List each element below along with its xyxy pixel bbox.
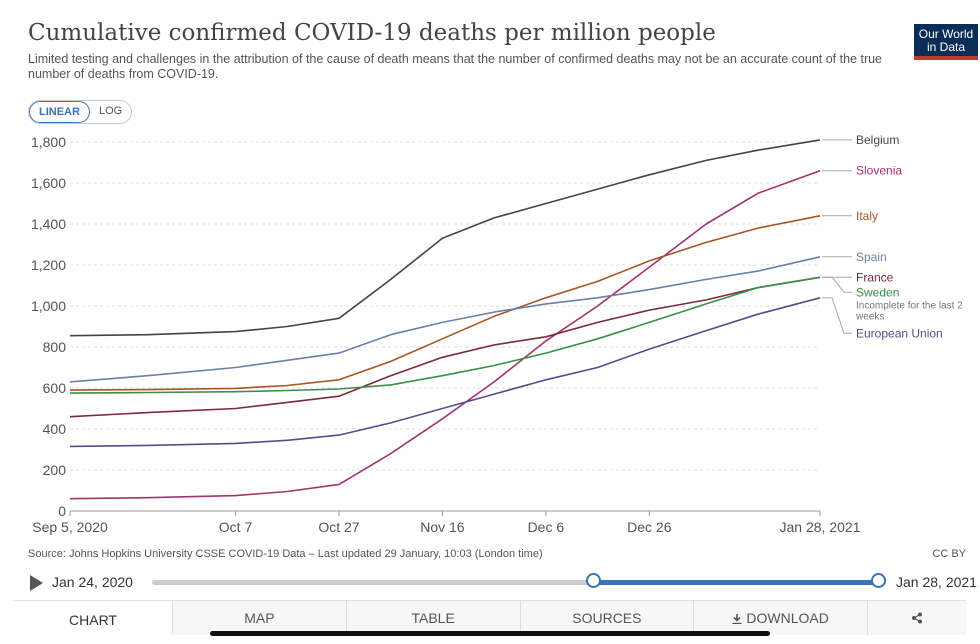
timeline-track[interactable]: [152, 580, 878, 585]
legend-connector: [822, 297, 852, 334]
tab-map[interactable]: MAP: [172, 601, 346, 635]
home-indicator: [210, 631, 770, 636]
series-line-european-union: [69, 297, 821, 448]
tab-sources[interactable]: SOURCES: [519, 601, 694, 635]
x-tick-label: Sep 5, 2020: [32, 519, 108, 535]
source-note: Source: Johns Hopkins University CSSE CO…: [28, 548, 543, 560]
chart-title: Cumulative confirmed COVID-19 deaths per…: [28, 20, 716, 46]
y-tick-label: 1,600: [31, 175, 66, 191]
legend-label: Belgium: [856, 133, 899, 147]
y-tick-label: 1,000: [31, 298, 66, 314]
y-tick-label: 1,400: [31, 216, 66, 232]
y-tick-label: 600: [43, 380, 67, 396]
series-line-slovenia: [69, 169, 821, 500]
timeline-slider: Jan 24, 2020 Jan 28, 2021: [0, 570, 980, 596]
tab-chart[interactable]: CHART: [14, 601, 172, 635]
y-tick-label: 400: [43, 421, 67, 437]
annotation-line: weeks: [855, 311, 884, 322]
play-icon[interactable]: [30, 575, 43, 591]
legend-label: European Union: [856, 326, 943, 340]
timeline-end-label: Jan 28, 2021: [896, 574, 977, 590]
x-tick-label: Oct 7: [219, 519, 253, 535]
series-lines: [69, 139, 821, 500]
y-tick-label: 800: [43, 339, 67, 355]
legend-label: Sweden: [856, 285, 899, 299]
y-tick-label: 200: [43, 462, 67, 478]
owid-logo[interactable]: Our World in Data: [914, 24, 978, 60]
legend-label: France: [856, 270, 894, 284]
series-line-spain: [69, 256, 821, 383]
timeline-selected-range[interactable]: [593, 580, 878, 585]
tab-bar: CHART MAP TABLE SOURCES DOWNLOAD: [14, 600, 966, 635]
logo-line-2: in Data: [926, 40, 966, 54]
series-line-belgium: [69, 139, 821, 337]
tab-download-label: DOWNLOAD: [746, 610, 829, 626]
download-icon: [732, 614, 742, 624]
series-line-italy: [69, 215, 821, 391]
legend-label: Spain: [856, 250, 887, 264]
series-line-france: [69, 276, 821, 418]
legend: Belgium Slovenia Italy Spain FranceSwedenInc…: [822, 133, 963, 340]
share-icon: [912, 612, 922, 624]
x-tick-label: Dec 26: [627, 519, 672, 535]
y-tick-label: 1,200: [31, 257, 66, 273]
linear-scale-button[interactable]: LINEAR: [29, 101, 90, 123]
x-tick-label: Dec 6: [528, 519, 565, 535]
legend-connector: [822, 276, 852, 293]
x-tick-label: Nov 16: [420, 519, 465, 535]
y-tick-label: 0: [58, 503, 66, 519]
logo-line-1: Our World: [918, 27, 974, 41]
timeline-start-handle[interactable]: [586, 573, 601, 588]
tab-download[interactable]: DOWNLOAD: [693, 601, 867, 635]
axes: 0 200 400 600 800 1,000 1,200 1,400 1,600 1,800 Se…: [31, 134, 861, 535]
tab-table[interactable]: TABLE: [345, 601, 520, 635]
license-link[interactable]: CC BY: [932, 548, 966, 560]
grid-lines: [70, 141, 820, 512]
timeline-end-handle[interactable]: [871, 573, 886, 588]
x-tick-label: Jan 28, 2021: [780, 519, 861, 535]
y-tick-label: 1,800: [31, 134, 66, 150]
tab-share[interactable]: [867, 601, 966, 635]
x-tick-label: Oct 27: [318, 519, 359, 535]
chart-subtitle: Limited testing and challenges in the at…: [28, 52, 883, 81]
scale-toggle: LINEAR LOG: [28, 100, 133, 124]
log-scale-button[interactable]: LOG: [98, 105, 123, 117]
line-chart: 0 200 400 600 800 1,000 1,200 1,400 1,600 1,800 Se…: [31, 133, 963, 535]
series-line-sweden: [69, 276, 821, 394]
legend-label: Italy: [856, 209, 878, 223]
timeline-start-label: Jan 24, 2020: [52, 574, 133, 590]
legend-label: Slovenia: [856, 164, 902, 178]
annotation-line: Incomplete for the last 2: [856, 300, 963, 311]
